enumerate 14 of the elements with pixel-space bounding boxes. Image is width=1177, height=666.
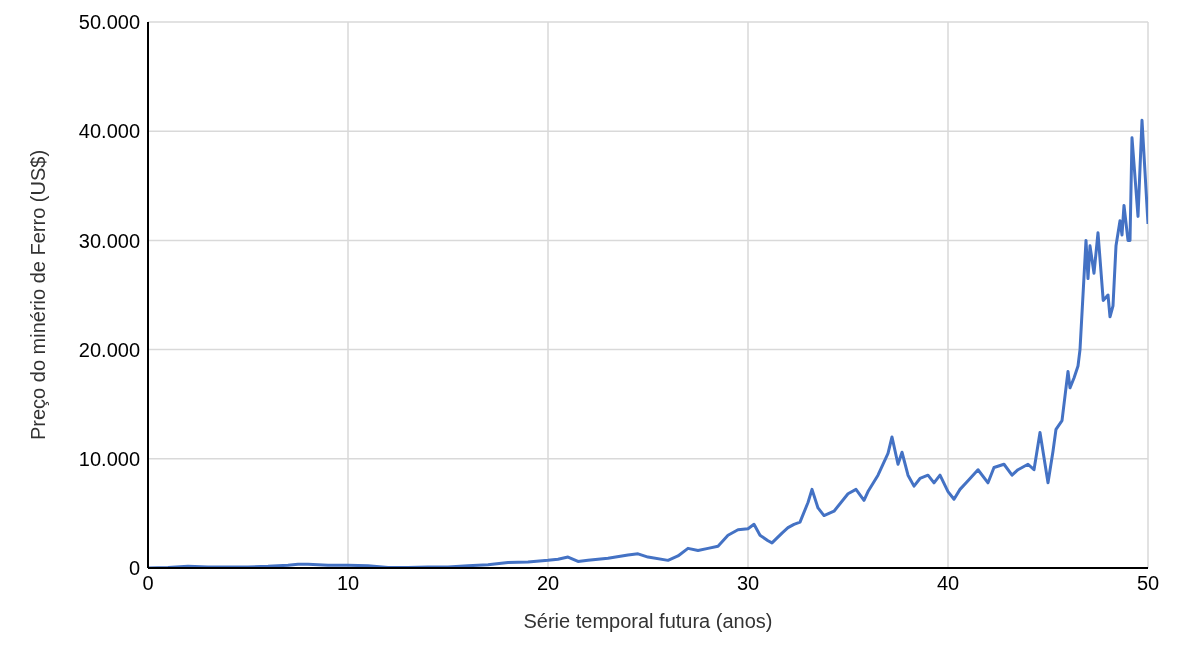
x-tick-label: 0 [142, 572, 154, 595]
y-tick-label: 50.000 [78, 11, 140, 34]
y-axis-title: Preço do minério de Ferro (US$) [27, 149, 50, 441]
x-tick-label: 20 [536, 572, 560, 595]
x-axis-title: Série temporal futura (anos) [523, 610, 773, 632]
x-tick-label: 50 [1136, 572, 1160, 595]
y-tick-label: 40.000 [78, 120, 140, 143]
x-tick-label: 30 [736, 572, 760, 595]
y-tick-label: 10.000 [78, 447, 140, 470]
x-tick-label: 10 [336, 572, 360, 595]
y-tick-label: 30.000 [78, 229, 140, 252]
x-tick-label: 40 [936, 572, 960, 595]
y-tick-label: 0 [128, 557, 140, 580]
y-tick-label: 20.000 [78, 338, 140, 361]
